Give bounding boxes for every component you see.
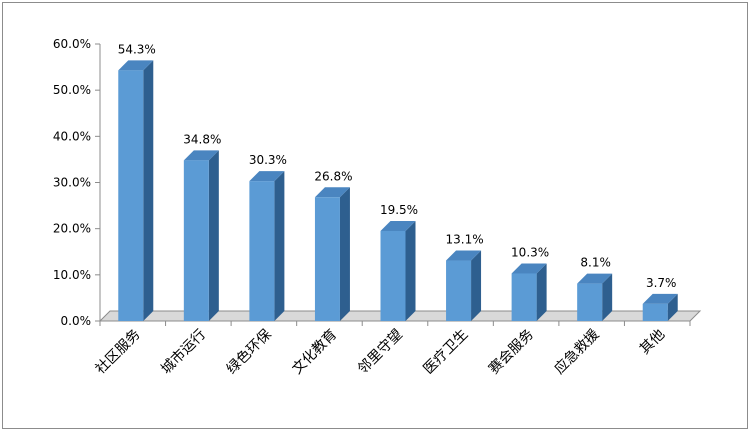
data-label: 54.3% <box>118 42 156 56</box>
x-tick-label: 邻里守望 <box>355 327 406 378</box>
x-tick-label: 应急救援 <box>551 326 603 378</box>
data-label: 13.1% <box>445 233 483 247</box>
bar-top <box>446 250 482 261</box>
data-label: 10.3% <box>511 245 549 259</box>
x-tick-label: 赛会服务 <box>486 327 537 378</box>
bar-top <box>577 273 613 284</box>
bar <box>446 250 482 321</box>
bar-front <box>249 181 275 321</box>
bar <box>577 273 613 321</box>
bar-side <box>405 220 416 321</box>
data-label: 8.1% <box>580 256 611 270</box>
bar-top <box>183 150 219 161</box>
bar-front <box>642 303 668 321</box>
y-tick-label: 50.0% <box>53 83 91 97</box>
y-tick-label: 0.0% <box>61 314 92 328</box>
bar-top <box>511 263 547 274</box>
bar <box>380 220 416 321</box>
bar-front <box>380 230 406 321</box>
bar-front <box>577 283 603 321</box>
bar-side <box>471 250 482 321</box>
y-tick-label: 30.0% <box>53 176 91 190</box>
bar <box>249 171 285 321</box>
x-tick-label: 城市运行 <box>158 326 210 378</box>
bar-front <box>446 260 472 321</box>
bar-top <box>249 171 285 182</box>
data-label: 3.7% <box>646 276 677 290</box>
x-tick-label: 社区服务 <box>93 327 144 378</box>
bar <box>511 263 547 321</box>
x-tick-label: 医疗卫生 <box>420 327 471 378</box>
y-tick-label: 20.0% <box>53 222 91 236</box>
y-tick-label: 40.0% <box>53 129 91 143</box>
bar-front <box>511 273 537 321</box>
bar-front <box>314 197 340 321</box>
bar-side <box>339 187 350 321</box>
bar-top <box>642 293 678 304</box>
bar-side <box>208 150 219 321</box>
bar-front <box>118 70 144 321</box>
bar-side <box>143 60 154 321</box>
x-tick-label: 其他 <box>637 327 668 358</box>
y-tick-label: 60.0% <box>53 37 91 51</box>
bar-side <box>536 263 547 321</box>
bar <box>118 60 154 321</box>
bar-top <box>380 220 416 231</box>
bar-top <box>314 187 350 198</box>
x-tick-label: 绿色环保 <box>223 326 275 378</box>
data-label: 19.5% <box>380 203 418 217</box>
bar-top <box>118 60 154 71</box>
bar <box>314 187 350 321</box>
bar-side <box>274 171 285 321</box>
bar-front <box>183 160 209 321</box>
data-label: 30.3% <box>249 153 287 167</box>
bar <box>642 293 678 321</box>
data-label: 34.8% <box>183 132 221 146</box>
x-tick-label: 文化教育 <box>289 327 340 378</box>
y-tick-label: 10.0% <box>53 268 91 282</box>
data-label: 26.8% <box>314 169 352 183</box>
bar <box>183 150 219 321</box>
bar-side <box>667 293 678 321</box>
bar-side <box>602 273 613 321</box>
